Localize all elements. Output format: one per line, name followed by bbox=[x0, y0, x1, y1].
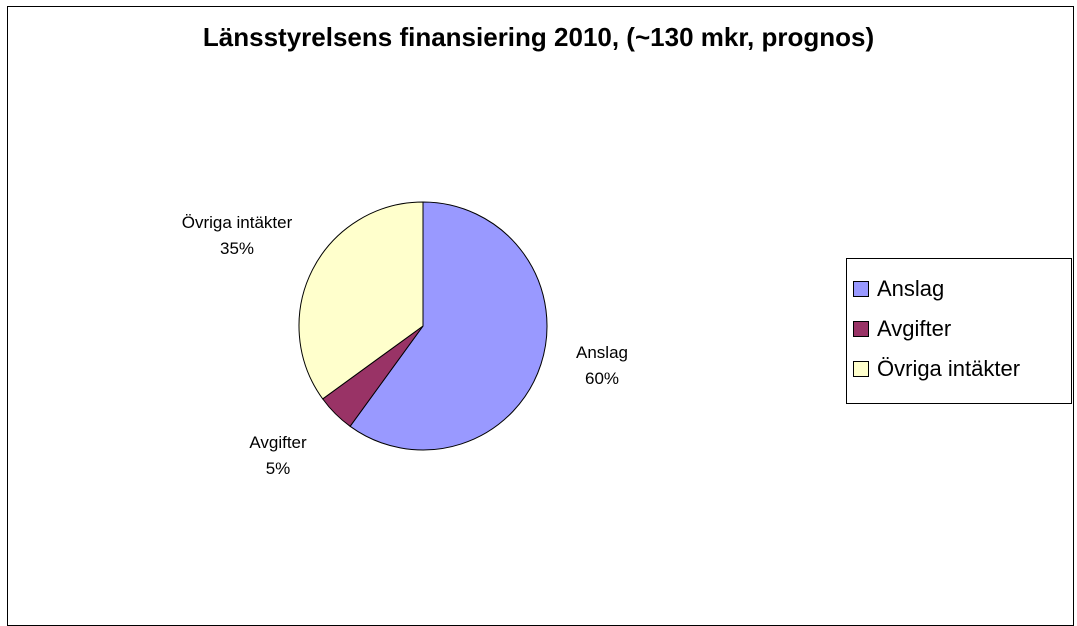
pie-slice-anslag bbox=[349, 201, 548, 451]
legend-label-ovriga-intakter: Övriga intäkter bbox=[877, 356, 1021, 381]
chart-title: Länsstyrelsens finansiering 2010, (~130 … bbox=[202, 22, 875, 52]
legend-swatch-anslag bbox=[853, 281, 869, 297]
legend-item-avgifter: Avgifter bbox=[847, 309, 1071, 349]
slice-label-avgifter: Avgifter 5% bbox=[228, 430, 328, 482]
legend: Anslag Avgifter Övriga intäkter bbox=[846, 258, 1072, 404]
slice-label-anslag-value: 60% bbox=[584, 369, 620, 388]
legend-label-avgifter: Avgifter bbox=[877, 316, 952, 341]
slice-label-ovriga-intakter-name: Övriga intäkter bbox=[181, 213, 293, 232]
legend-swatch-avgifter bbox=[853, 321, 869, 337]
slice-label-avgifter-name: Avgifter bbox=[249, 433, 307, 452]
slice-label-anslag-name: Anslag bbox=[576, 343, 628, 362]
legend-item-ovriga-intakter: Övriga intäkter bbox=[847, 349, 1071, 389]
slice-label-anslag: Anslag 60% bbox=[562, 340, 642, 392]
slice-label-ovriga-intakter: Övriga intäkter 35% bbox=[162, 210, 312, 262]
legend-item-anslag: Anslag bbox=[847, 269, 1071, 309]
pie-chart bbox=[298, 201, 548, 451]
slice-label-ovriga-intakter-value: 35% bbox=[219, 239, 255, 258]
slice-label-avgifter-value: 5% bbox=[265, 459, 291, 478]
legend-label-anslag: Anslag bbox=[877, 276, 945, 301]
pie-slice-övriga-intäkter bbox=[298, 201, 424, 400]
legend-swatch-ovriga-intakter bbox=[853, 361, 869, 377]
